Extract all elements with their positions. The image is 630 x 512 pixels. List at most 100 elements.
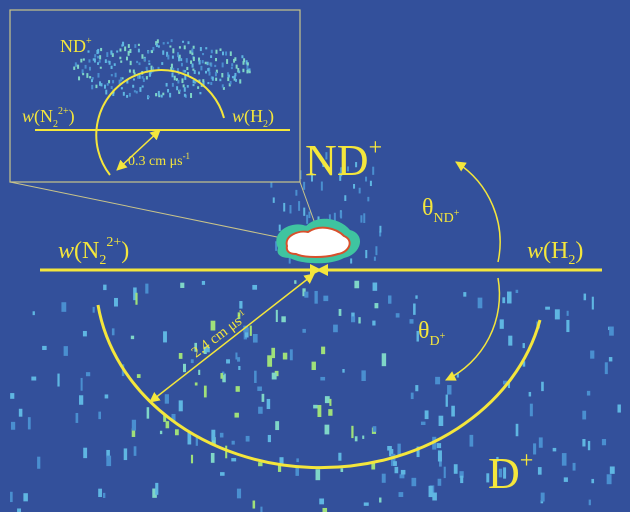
speckle xyxy=(523,343,525,348)
speckle xyxy=(147,51,149,54)
speckle xyxy=(120,77,122,81)
speckle xyxy=(235,79,237,82)
speckle xyxy=(212,77,214,81)
speckle xyxy=(283,203,285,212)
speckle xyxy=(364,502,369,505)
speckle xyxy=(199,92,201,94)
speckle xyxy=(605,362,608,374)
speckle xyxy=(211,430,215,441)
speckle xyxy=(374,257,376,261)
speckle xyxy=(73,67,75,70)
speckle xyxy=(329,399,331,406)
speckle xyxy=(93,307,95,313)
speckle xyxy=(75,62,77,66)
speckle xyxy=(111,66,113,69)
speckle xyxy=(246,70,248,74)
speckle xyxy=(126,57,128,61)
speckle xyxy=(438,479,442,486)
speckle xyxy=(193,80,195,83)
speckle xyxy=(148,60,150,62)
speckle xyxy=(541,493,545,502)
speckle xyxy=(111,74,113,76)
speckle xyxy=(367,197,369,201)
speckle xyxy=(10,492,13,502)
speckle xyxy=(587,391,590,396)
speckle xyxy=(171,73,173,78)
speckle xyxy=(370,181,372,186)
speckle xyxy=(80,59,82,63)
speckle xyxy=(193,57,195,61)
speckle xyxy=(179,55,181,59)
speckle xyxy=(545,307,550,310)
speckle xyxy=(541,382,544,391)
speckle xyxy=(130,61,132,65)
speckle xyxy=(183,364,186,372)
speckle xyxy=(447,385,451,394)
speckle xyxy=(296,458,299,462)
speckle xyxy=(211,453,215,463)
speckle xyxy=(108,80,110,83)
speckle xyxy=(555,309,560,319)
speckle xyxy=(262,394,265,402)
speckle xyxy=(226,59,228,64)
speckle xyxy=(152,47,154,51)
speckle xyxy=(590,351,594,359)
speckle xyxy=(372,167,374,175)
speckle xyxy=(312,362,316,370)
speckle xyxy=(227,77,229,81)
speckle xyxy=(207,62,209,65)
speckle xyxy=(589,500,591,506)
speckle xyxy=(529,392,531,397)
speckle xyxy=(215,50,217,54)
speckle xyxy=(95,85,97,88)
speckle xyxy=(136,61,138,63)
speckle xyxy=(191,359,194,363)
speckle xyxy=(124,448,127,460)
speckle xyxy=(106,52,108,57)
speckle xyxy=(236,65,238,69)
speckle xyxy=(114,63,116,66)
speckle xyxy=(76,413,79,423)
speckle xyxy=(148,63,150,65)
speckle xyxy=(415,385,418,391)
speckle xyxy=(316,469,321,480)
speckle xyxy=(239,79,241,83)
speckle xyxy=(236,386,240,392)
speckle xyxy=(275,421,279,430)
speckle xyxy=(393,461,397,466)
speckle xyxy=(82,73,84,75)
speckle xyxy=(308,212,310,218)
speckle xyxy=(267,399,270,409)
speckle xyxy=(145,284,148,294)
speckle xyxy=(338,453,341,461)
speckle xyxy=(166,421,170,428)
speckle xyxy=(190,60,192,63)
speckle xyxy=(463,292,466,297)
speckle xyxy=(584,294,586,301)
speckle xyxy=(289,205,291,213)
speckle xyxy=(582,411,586,420)
speckle xyxy=(421,422,426,425)
speckle xyxy=(210,63,212,67)
speckle xyxy=(31,377,36,381)
speckle xyxy=(350,258,352,263)
speckle xyxy=(573,463,576,471)
speckle xyxy=(210,82,212,85)
speckle xyxy=(83,331,87,336)
speckle xyxy=(172,56,174,59)
speckle xyxy=(325,396,330,403)
speckle xyxy=(222,52,224,56)
speckle xyxy=(231,63,233,66)
speckle xyxy=(207,82,209,84)
speckle xyxy=(138,62,140,65)
speckle xyxy=(238,366,240,370)
speckle xyxy=(281,316,285,322)
speckle xyxy=(134,44,136,48)
speckle xyxy=(258,462,262,466)
speckle xyxy=(33,311,35,315)
speckle xyxy=(105,90,107,95)
speckle xyxy=(273,197,275,202)
speckle xyxy=(432,493,437,501)
speckle xyxy=(98,489,102,497)
speckle xyxy=(132,85,134,88)
